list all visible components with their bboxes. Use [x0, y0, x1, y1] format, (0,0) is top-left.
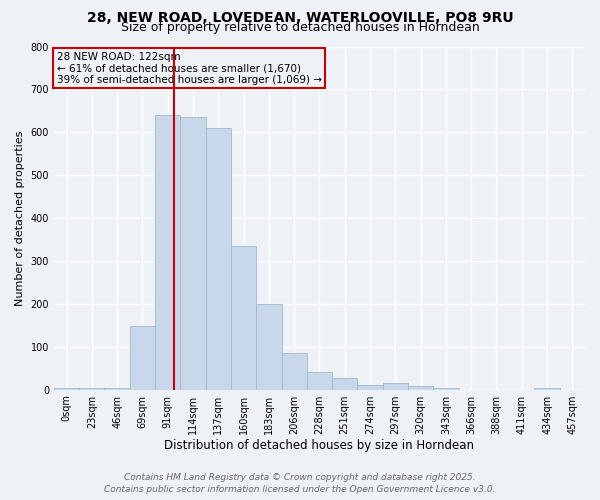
Text: Contains HM Land Registry data © Crown copyright and database right 2025.
Contai: Contains HM Land Registry data © Crown c…	[104, 472, 496, 494]
Bar	[155, 115, 181, 390]
Y-axis label: Number of detached properties: Number of detached properties	[15, 130, 25, 306]
Bar	[383, 384, 408, 390]
Bar	[206, 128, 231, 390]
Text: 28 NEW ROAD: 122sqm
← 61% of detached houses are smaller (1,670)
39% of semi-det: 28 NEW ROAD: 122sqm ← 61% of detached ho…	[56, 52, 322, 85]
Bar	[79, 388, 104, 390]
X-axis label: Distribution of detached houses by size in Horndean: Distribution of detached houses by size …	[164, 440, 475, 452]
Bar	[54, 388, 79, 390]
Text: 28, NEW ROAD, LOVEDEAN, WATERLOOVILLE, PO8 9RU: 28, NEW ROAD, LOVEDEAN, WATERLOOVILLE, P…	[86, 11, 514, 25]
Bar	[231, 246, 256, 390]
Bar	[408, 386, 433, 390]
Bar	[256, 304, 281, 390]
Bar	[307, 372, 332, 390]
Bar	[104, 388, 130, 390]
Bar	[332, 378, 358, 390]
Bar	[181, 118, 206, 390]
Bar	[281, 353, 307, 390]
Bar	[358, 384, 383, 390]
Bar	[433, 388, 458, 390]
Text: Size of property relative to detached houses in Horndean: Size of property relative to detached ho…	[121, 21, 479, 34]
Bar	[535, 388, 560, 390]
Bar	[130, 326, 155, 390]
